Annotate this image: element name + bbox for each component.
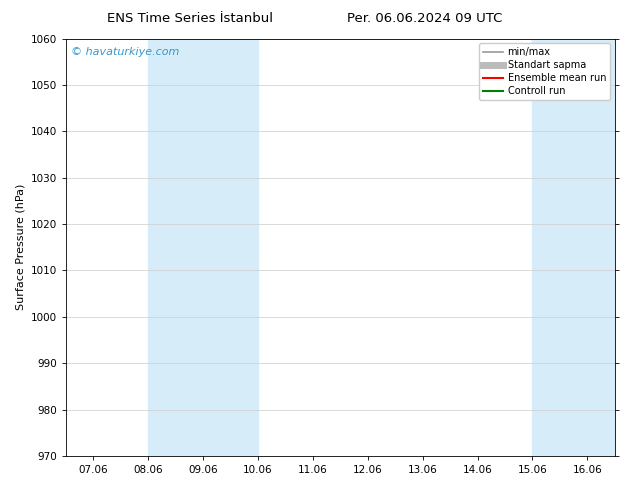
Text: ENS Time Series İstanbul: ENS Time Series İstanbul [107, 12, 273, 25]
Text: © havaturkiye.com: © havaturkiye.com [71, 47, 179, 57]
Bar [148, 39, 258, 456]
Bar [533, 39, 615, 456]
Legend: min/max, Standart sapma, Ensemble mean run, Controll run: min/max, Standart sapma, Ensemble mean r… [479, 44, 610, 100]
Y-axis label: Surface Pressure (hPa): Surface Pressure (hPa) [15, 184, 25, 311]
Text: Per. 06.06.2024 09 UTC: Per. 06.06.2024 09 UTC [347, 12, 503, 25]
